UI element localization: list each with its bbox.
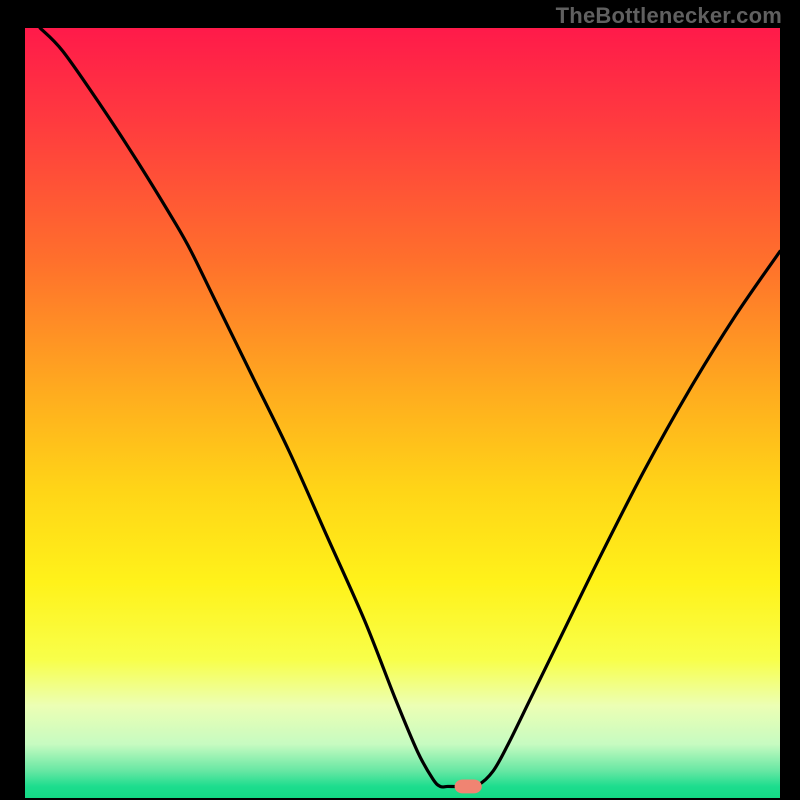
optimal-marker <box>455 780 482 794</box>
plot-background <box>25 28 780 798</box>
chart-svg <box>0 0 800 800</box>
watermark-text: TheBottlenecker.com <box>556 3 782 29</box>
